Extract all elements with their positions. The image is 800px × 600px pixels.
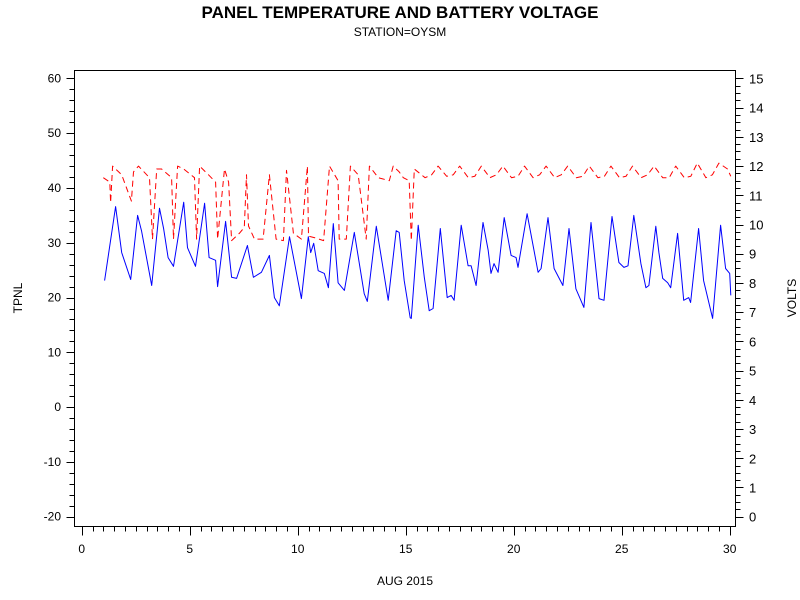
y2-tick-label: 0 [749, 510, 756, 525]
y2-tick-label: 11 [749, 188, 763, 203]
y-tick-label: 60 [48, 71, 62, 85]
x-tick-label: 0 [78, 542, 85, 556]
y2-tick-label: 8 [749, 276, 756, 291]
y2-tick-label: 7 [749, 305, 756, 320]
x-tick-label: 10 [291, 542, 305, 556]
volts-series-line [103, 162, 732, 242]
x-tick-label: 20 [507, 542, 521, 556]
y2-tick-label: 14 [749, 101, 763, 116]
y2-tick-label: 5 [749, 364, 756, 379]
y2-axis-label: VOLTS [785, 279, 799, 317]
y-tick-label: 10 [48, 345, 62, 359]
y-tick-label: -20 [44, 510, 62, 524]
y-tick-label: 30 [48, 236, 62, 250]
y2-tick-label: 10 [749, 218, 763, 233]
y2-tick-label: 15 [749, 71, 763, 86]
y2-tick-label: 3 [749, 422, 756, 437]
y-tick-label: 50 [48, 126, 62, 140]
y-tick-label: 20 [48, 291, 62, 305]
y2-tick-label: 1 [749, 480, 756, 495]
x-tick-label: 15 [399, 542, 413, 556]
y2-tick-label: 4 [749, 393, 756, 408]
y2-tick-label: 9 [749, 247, 756, 262]
y-tick-label: -10 [44, 455, 62, 469]
y-tick-label: 40 [48, 181, 62, 195]
y-axis-label: TPNL [11, 282, 25, 313]
y2-tick-label: 2 [749, 451, 756, 466]
plot-frame [74, 70, 736, 527]
x-tick-label: 30 [723, 542, 737, 556]
series-group [103, 162, 732, 319]
y2-tick-label: 6 [749, 334, 756, 349]
axes: 0 5 10 15 20 25 30-20-100102030405060012345678… [44, 71, 764, 556]
y2-tick-label: 13 [749, 130, 763, 145]
temperature-series-line [104, 201, 732, 319]
chart-title: PANEL TEMPERATURE AND BATTERY VOLTAGE [202, 3, 599, 22]
chart-subtitle: STATION=OYSM [354, 25, 447, 39]
x-tick-label: 5 [186, 542, 193, 556]
x-tick-label: 25 [615, 542, 629, 556]
x-axis-label: AUG 2015 [377, 574, 433, 588]
y-tick-label: 0 [54, 400, 61, 414]
y2-tick-label: 12 [749, 159, 763, 174]
